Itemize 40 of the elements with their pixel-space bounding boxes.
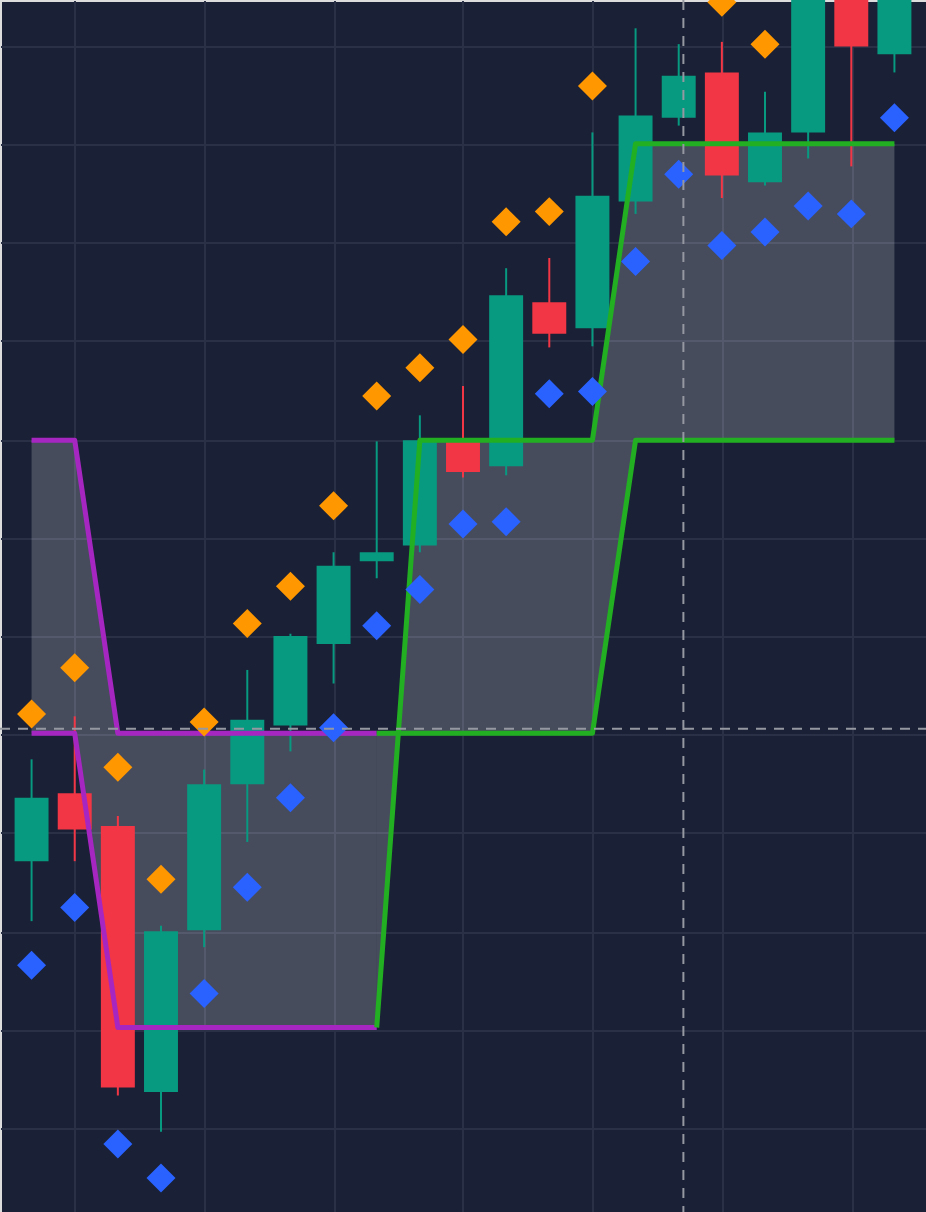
point — [491, 207, 521, 237]
point — [189, 707, 219, 737]
point — [362, 611, 392, 641]
point — [17, 950, 47, 980]
point — [319, 713, 349, 743]
point — [319, 491, 349, 521]
point — [664, 159, 694, 189]
point — [275, 783, 305, 813]
point — [189, 979, 219, 1009]
point — [491, 507, 521, 537]
point — [405, 575, 435, 605]
point — [534, 197, 564, 227]
point — [750, 217, 780, 247]
point — [232, 872, 262, 902]
point — [879, 103, 909, 133]
candlestick — [834, 0, 869, 168]
point — [103, 1129, 133, 1159]
point — [448, 325, 478, 354]
point — [750, 29, 780, 59]
point — [577, 377, 607, 407]
point — [103, 752, 133, 782]
point — [405, 353, 435, 383]
point — [621, 246, 651, 276]
point — [362, 381, 392, 411]
point — [60, 893, 90, 923]
point — [146, 864, 176, 894]
point — [448, 509, 478, 539]
point — [232, 609, 262, 639]
point — [17, 699, 47, 729]
point — [146, 1163, 176, 1193]
candlestick — [661, 43, 696, 127]
point — [60, 653, 90, 683]
candlestick — [532, 257, 567, 349]
point — [534, 379, 564, 409]
point — [836, 199, 866, 229]
point — [577, 71, 607, 101]
point — [275, 571, 305, 601]
point — [793, 191, 823, 221]
point — [707, 231, 737, 261]
candlestick — [359, 440, 394, 580]
